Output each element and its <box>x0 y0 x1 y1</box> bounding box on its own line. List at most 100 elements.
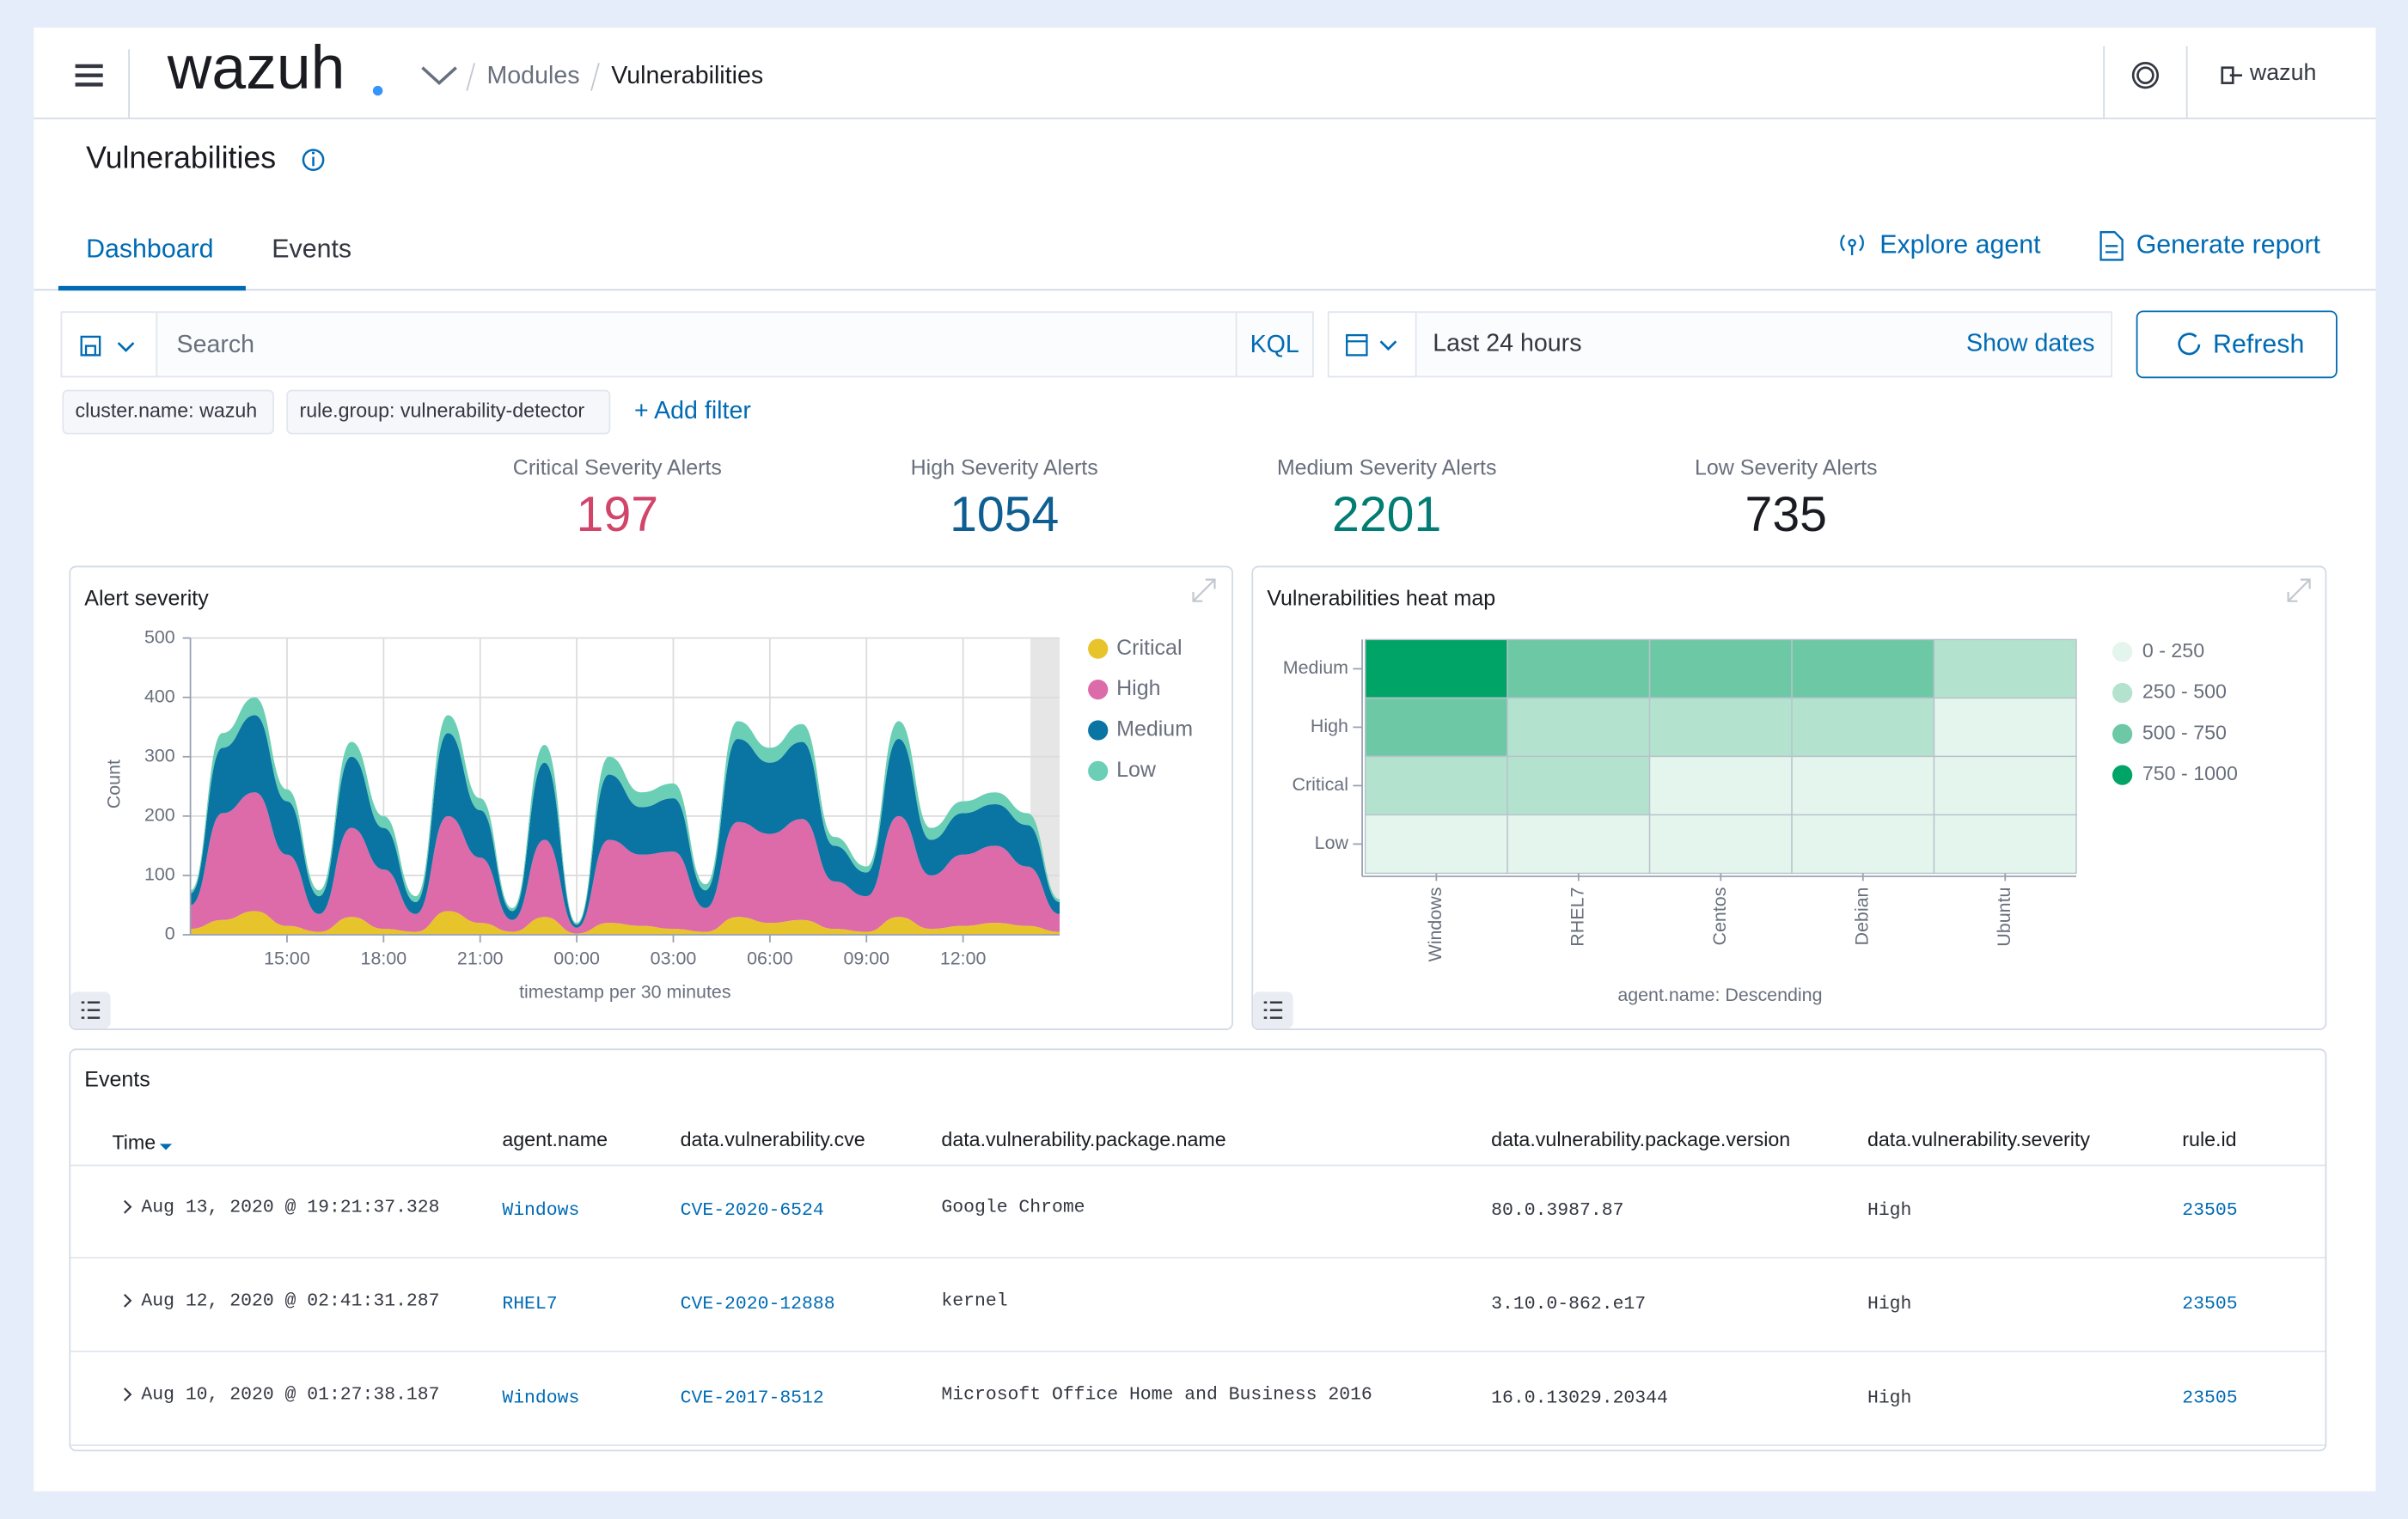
legend-label[interactable]: 250 - 500 <box>2142 680 2227 703</box>
quick-menu-button[interactable] <box>1329 312 1416 376</box>
x-tick-label: 03:00 <box>651 948 697 968</box>
x-tick-label: Windows <box>1425 888 1445 962</box>
cell-link[interactable]: CVE-2020-6524 <box>681 1200 824 1221</box>
stat-value: 197 <box>577 487 658 542</box>
column-header[interactable]: data.vulnerability.package.version <box>1491 1128 1790 1150</box>
heat-cell <box>1507 756 1649 814</box>
heat-cell <box>1366 639 1507 698</box>
y-tick-label: 100 <box>144 864 175 885</box>
search-input[interactable]: Search <box>177 331 255 358</box>
column-header[interactable]: data.vulnerability.severity <box>1867 1128 2090 1150</box>
y-tick-label: Low <box>1315 833 1349 853</box>
legend-label[interactable]: Low <box>1116 758 1157 782</box>
cell-link[interactable]: 23505 <box>2182 1388 2237 1408</box>
legend-swatch[interactable] <box>1088 720 1108 740</box>
cell: High <box>1867 1200 1911 1221</box>
chart-title: Alert severity <box>84 586 209 610</box>
y-tick-label: 500 <box>144 626 175 647</box>
x-axis-label: agent.name: Descending <box>1617 985 1822 1005</box>
generate-report[interactable]: Generate report <box>2136 229 2321 259</box>
legend-label[interactable]: 750 - 1000 <box>2142 762 2238 784</box>
query-language[interactable]: KQL <box>1250 331 1299 358</box>
page-title: Vulnerabilities <box>86 141 276 175</box>
breadcrumb: Vulnerabilities <box>611 62 763 89</box>
tab-active[interactable]: Dashboard <box>86 235 214 264</box>
legend-swatch[interactable] <box>1088 639 1108 659</box>
x-tick-label: 06:00 <box>747 948 793 968</box>
user-menu[interactable]: wazuh <box>2249 59 2316 85</box>
heat-cell <box>1650 639 1792 698</box>
stat-value: 735 <box>1745 487 1827 542</box>
cell-link[interactable]: 23505 <box>2182 1294 2237 1315</box>
legend-swatch[interactable] <box>1088 680 1108 699</box>
column-header[interactable]: data.vulnerability.package.name <box>941 1128 1225 1150</box>
add-filter[interactable]: + Add filter <box>634 397 751 424</box>
cell-link[interactable]: CVE-2017-8512 <box>681 1388 824 1408</box>
legend-label[interactable]: 0 - 250 <box>2142 639 2204 662</box>
logo-dot <box>373 86 382 95</box>
x-tick-label: 00:00 <box>553 948 600 968</box>
cell-link[interactable]: RHEL7 <box>502 1294 557 1315</box>
y-tick-label: Critical <box>1293 774 1348 795</box>
cell: 16.0.13029.20344 <box>1491 1388 1668 1408</box>
heat-cell <box>1366 698 1507 756</box>
legend-swatch[interactable] <box>2112 724 2132 744</box>
cell: Aug 13, 2020 @ 19:21:37.328 <box>141 1197 439 1217</box>
tab-underline <box>58 286 246 290</box>
cell: 80.0.3987.87 <box>1491 1200 1623 1221</box>
legend-swatch[interactable] <box>2112 683 2132 703</box>
stat-label: Low Severity Alerts <box>1695 455 1878 479</box>
breadcrumb[interactable]: Modules <box>486 62 579 89</box>
heat-cell <box>1507 698 1649 756</box>
cell-link[interactable]: CVE-2020-12888 <box>681 1294 835 1315</box>
x-tick-label: Ubuntu <box>1994 888 2014 947</box>
heat-cell <box>1507 639 1649 698</box>
legend-swatch[interactable] <box>2112 765 2132 784</box>
explore-agent[interactable]: Explore agent <box>1879 229 2041 259</box>
x-tick-label: 15:00 <box>264 948 310 968</box>
refresh-label[interactable]: Refresh <box>2213 330 2304 359</box>
column-header[interactable]: rule.id <box>2182 1128 2236 1150</box>
filter[interactable]: rule.group: vulnerability-detector <box>299 400 584 422</box>
heat-cell <box>1934 698 2076 756</box>
cell: Google Chrome <box>941 1197 1085 1217</box>
legend-label[interactable]: High <box>1116 676 1160 700</box>
legend-label[interactable]: Medium <box>1116 717 1193 741</box>
cell: High <box>1867 1388 1911 1408</box>
legend-swatch[interactable] <box>1088 761 1108 781</box>
cell: kernel <box>941 1291 1007 1312</box>
column-header[interactable]: data.vulnerability.cve <box>681 1128 865 1150</box>
legend-swatch[interactable] <box>2112 642 2132 662</box>
heat-cell <box>1650 814 1792 873</box>
panel-title: Events <box>84 1068 150 1092</box>
stat-label: Critical Severity Alerts <box>513 455 722 479</box>
cell: Aug 12, 2020 @ 02:41:31.287 <box>141 1291 439 1312</box>
cell: 3.10.0-862.e17 <box>1491 1294 1646 1315</box>
cell-link[interactable]: 23505 <box>2182 1200 2237 1221</box>
x-tick-label: 18:00 <box>361 948 407 968</box>
show-dates[interactable]: Show dates <box>1966 329 2094 357</box>
cell: Microsoft Office Home and Business 2016 <box>941 1385 1372 1406</box>
saved-query-button[interactable] <box>61 312 156 376</box>
legend-toggle[interactable] <box>1253 991 1293 1028</box>
column-header[interactable]: agent.name <box>502 1128 608 1150</box>
heat-cell <box>1650 698 1792 756</box>
filter[interactable]: cluster.name: wazuh <box>76 400 258 422</box>
legend-toggle[interactable] <box>70 991 110 1028</box>
column-header[interactable]: Time <box>112 1131 156 1153</box>
heat-cell <box>1792 756 1934 814</box>
heat-cell <box>1934 756 2076 814</box>
logo[interactable]: wazuh <box>167 34 345 102</box>
heat-cell <box>1650 756 1792 814</box>
cell-link[interactable]: Windows <box>502 1200 579 1221</box>
y-tick-label: 200 <box>144 805 175 826</box>
x-tick-label: 09:00 <box>843 948 889 968</box>
cell-link[interactable]: Windows <box>502 1388 579 1408</box>
legend-label[interactable]: Critical <box>1116 636 1182 660</box>
legend-label[interactable]: 500 - 750 <box>2142 721 2227 743</box>
heat-cell <box>1366 756 1507 814</box>
tab[interactable]: Events <box>272 235 351 264</box>
y-tick-label: 0 <box>165 924 175 944</box>
y-tick-label: High <box>1311 716 1348 736</box>
